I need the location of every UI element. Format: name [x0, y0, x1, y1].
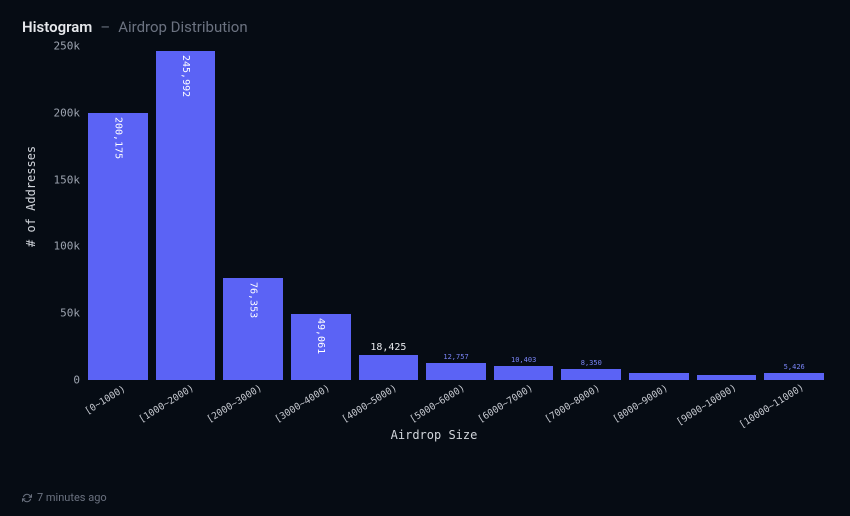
timestamp-text: 7 minutes ago [37, 491, 107, 504]
bars-region: 200,175 245,992 76,353 49,061 18,425 12,757 10… [84, 46, 828, 380]
bar-slot: 10,403 [494, 46, 554, 380]
x-tick: [10000~11000) [764, 380, 824, 442]
x-tick: [3000~4000) [291, 380, 351, 442]
bar[interactable]: 8,350 [561, 369, 621, 380]
x-tick: [1000~2000) [156, 380, 216, 442]
bar[interactable]: 5,426 [764, 373, 824, 380]
bar[interactable]: 49,061 [291, 314, 351, 380]
y-tick: 50k [60, 307, 80, 320]
card-header: Histogram – Airdrop Distribution [22, 18, 828, 36]
title-sub: Airdrop Distribution [118, 18, 247, 36]
x-tick: [0~1000) [88, 380, 148, 442]
y-tick: 200k [54, 106, 81, 119]
bar[interactable]: 18,425 [359, 355, 419, 380]
chart-area: # of Addresses 050k100k150k200k250k 200,… [22, 46, 828, 442]
bar[interactable] [629, 373, 689, 380]
bar-slot: 49,061 [291, 46, 351, 380]
bar-value-label: 200,175 [112, 117, 123, 159]
bar-value-label: 8,350 [581, 359, 602, 367]
x-tick: [2000~3000) [223, 380, 283, 442]
bar-value-label: 245,992 [180, 55, 191, 97]
bar-slot [697, 46, 757, 380]
bar-slot: 5,426 [764, 46, 824, 380]
bar-value-label: 49,061 [315, 318, 326, 354]
bar[interactable]: 10,403 [494, 366, 554, 380]
refresh-icon [22, 493, 32, 503]
x-axis-label: Airdrop Size [391, 428, 478, 442]
bar-slot: 200,175 [88, 46, 148, 380]
bar-value-label: 76,353 [248, 282, 259, 318]
y-axis-label: # of Addresses [22, 46, 40, 346]
plot-wrap: 050k100k150k200k250k 200,175245,99276,35… [40, 46, 828, 442]
bar-slot [629, 46, 689, 380]
title-main: Histogram [22, 18, 92, 36]
bar-slot: 18,425 [359, 46, 419, 380]
y-axis-ticks: 050k100k150k200k250k [46, 46, 84, 380]
bar-value-label: 12,757 [443, 353, 468, 361]
x-tick: [8000~9000) [629, 380, 689, 442]
y-tick: 150k [54, 173, 81, 186]
bar-slot: 12,757 [426, 46, 486, 380]
bar[interactable]: 245,992 [156, 51, 216, 380]
title-separator: – [100, 18, 110, 36]
bar[interactable]: 12,757 [426, 363, 486, 380]
bar-value-label: 10,403 [511, 356, 536, 364]
bar[interactable]: 76,353 [223, 278, 283, 380]
y-tick: 100k [54, 240, 81, 253]
x-tick: [6000~7000) [494, 380, 554, 442]
card-footer: 7 minutes ago [22, 491, 107, 504]
x-tick: [9000~10000) [697, 380, 757, 442]
bar-slot: 245,992 [156, 46, 216, 380]
plot: 050k100k150k200k250k 200,175245,99276,35… [40, 46, 828, 380]
bar[interactable]: 200,175 [88, 113, 148, 380]
x-tick: [7000~8000) [561, 380, 621, 442]
x-axis: [0~1000)[1000~2000)[2000~3000)[3000~4000… [40, 380, 828, 442]
bars-container: 200,175 245,992 76,353 49,061 18,425 12,757 10… [84, 46, 828, 380]
bar-value-label: 18,425 [370, 342, 406, 353]
bar-value-label: 5,426 [784, 363, 805, 371]
bar-slot: 8,350 [561, 46, 621, 380]
y-tick: 250k [54, 40, 81, 53]
bar-slot: 76,353 [223, 46, 283, 380]
chart-card: Histogram – Airdrop Distribution # of Ad… [0, 0, 850, 516]
